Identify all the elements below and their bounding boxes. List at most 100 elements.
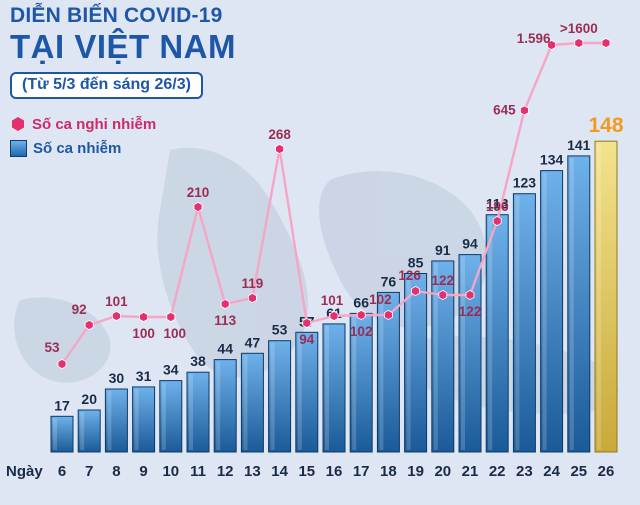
bar-value-label: 94: [462, 236, 478, 252]
title-line-1: DIỄN BIẾN COVID-19: [10, 4, 223, 27]
bar-shine: [189, 374, 193, 450]
bar-shine: [597, 143, 601, 450]
bar: [104, 388, 128, 453]
subtitle: (Từ 5/3 đến sáng 26/3): [10, 72, 203, 99]
suspected-value-label: 122: [459, 304, 482, 319]
bar-value-label: 38: [190, 353, 206, 369]
bar-value-label: 53: [272, 322, 288, 338]
x-tick-label: 9: [139, 463, 147, 480]
bar: [404, 273, 428, 453]
bar-shine: [461, 256, 465, 450]
suspected-marker: [193, 201, 203, 213]
bar: [485, 214, 509, 453]
suspected-marker: [166, 311, 176, 323]
bar: [159, 380, 183, 453]
bar-value-label: 85: [408, 255, 424, 271]
title-line-2: TẠI VIỆT NAM: [10, 28, 236, 65]
bar-shine: [161, 382, 166, 450]
bar-value-label: 17: [54, 397, 70, 413]
bar: [240, 352, 264, 453]
bar-value-label: 31: [136, 368, 152, 384]
bar-shine: [107, 391, 112, 450]
suspected-marker: [220, 298, 230, 310]
x-tick-label: 19: [407, 463, 424, 480]
suspected-marker: [356, 309, 366, 321]
bar-shine: [569, 157, 574, 450]
suspected-value-label: 92: [72, 302, 87, 317]
bar-value-label: 66: [353, 294, 369, 310]
suspected-marker: [139, 311, 149, 323]
bar: [540, 170, 564, 453]
bar-shine: [297, 334, 302, 450]
suspected-marker: [520, 105, 529, 116]
x-tick-label: 21: [462, 463, 479, 480]
x-axis-prefix: Ngày: [6, 463, 43, 480]
suspected-value-label: 196: [486, 199, 509, 214]
bar-shine: [379, 294, 384, 450]
suspected-value-label: 101: [105, 294, 128, 309]
suspected-value-label: 122: [432, 273, 455, 288]
suspected-marker: [438, 289, 448, 301]
x-tick-label: 25: [570, 463, 587, 480]
suspected-marker: [302, 317, 312, 329]
bar-shine: [216, 361, 221, 450]
suspected-marker: [601, 37, 611, 49]
bar-value-label: 20: [81, 391, 97, 407]
bar-shine: [542, 172, 547, 450]
suspected-value-label: 100: [132, 326, 155, 341]
x-tick-label: 16: [326, 463, 343, 480]
bar-value-label: 148: [588, 114, 623, 137]
hexagon-icon: [12, 117, 24, 131]
x-tick-label: 26: [598, 463, 615, 480]
bar: [77, 409, 101, 453]
confirmed-bars: 1720303134384447535761667685919411312313…: [50, 114, 624, 453]
x-tick-label: 13: [244, 463, 261, 480]
suspected-value-label: 210: [187, 185, 210, 200]
suspected-value-label: 102: [369, 292, 392, 307]
bar: [268, 340, 292, 453]
legend-confirmed-label: Số ca nhiễm: [33, 139, 122, 157]
x-tick-label: 20: [434, 463, 451, 480]
bar: [186, 371, 210, 453]
x-axis: Ngày 6 7 8 9 10 11 12 13 14 15 16 17 18 19 20 21 22 23 24 25…: [6, 463, 614, 480]
x-tick-label: 14: [271, 463, 288, 480]
suspected-marker: [112, 310, 121, 322]
bar-value-label: 123: [513, 175, 537, 191]
suspected-marker: [465, 289, 475, 301]
bar: [431, 260, 455, 453]
bar-shine: [406, 275, 411, 450]
x-tick-label: 17: [353, 463, 370, 480]
bar: [458, 254, 482, 453]
suspected-line: 53 92 101 100 100 210 113 119 268 94 101 102 102 126 1…: [44, 21, 611, 370]
suspected-value-label: 119: [242, 276, 264, 291]
bar-shine: [243, 355, 248, 450]
suspected-marker: [57, 358, 67, 370]
x-tick-label: 10: [162, 463, 179, 480]
bar-value-label: 44: [217, 341, 233, 357]
x-tick-label: 22: [489, 463, 506, 480]
suspected-marker: [275, 143, 285, 155]
bar-swatch-icon: [10, 139, 27, 157]
suspected-value-label: >1600: [560, 21, 598, 36]
bar-shine: [352, 315, 357, 450]
bar: [567, 155, 591, 453]
bar-value-label: 141: [567, 137, 591, 153]
x-tick-label: 23: [516, 463, 533, 480]
bar-shine: [53, 418, 57, 450]
bar-highlight: [594, 140, 618, 453]
x-tick-label: 6: [58, 463, 66, 480]
suspected-value-label: 1.596: [517, 31, 551, 46]
bar: [322, 323, 346, 453]
x-tick-label: 18: [380, 463, 397, 480]
legend-confirmed: Số ca nhiễm: [10, 136, 156, 160]
bar-value-label: 91: [435, 242, 451, 258]
bar: [295, 331, 319, 453]
legend: Số ca nghi nhiễm Số ca nhiễm: [10, 112, 156, 160]
x-tick-label: 11: [190, 463, 206, 480]
suspected-value-label: 113: [214, 313, 236, 328]
bar: [376, 291, 400, 453]
bar-value-label: 134: [540, 152, 564, 168]
suspected-marker: [492, 215, 502, 227]
suspected-value-label: 101: [321, 293, 344, 308]
